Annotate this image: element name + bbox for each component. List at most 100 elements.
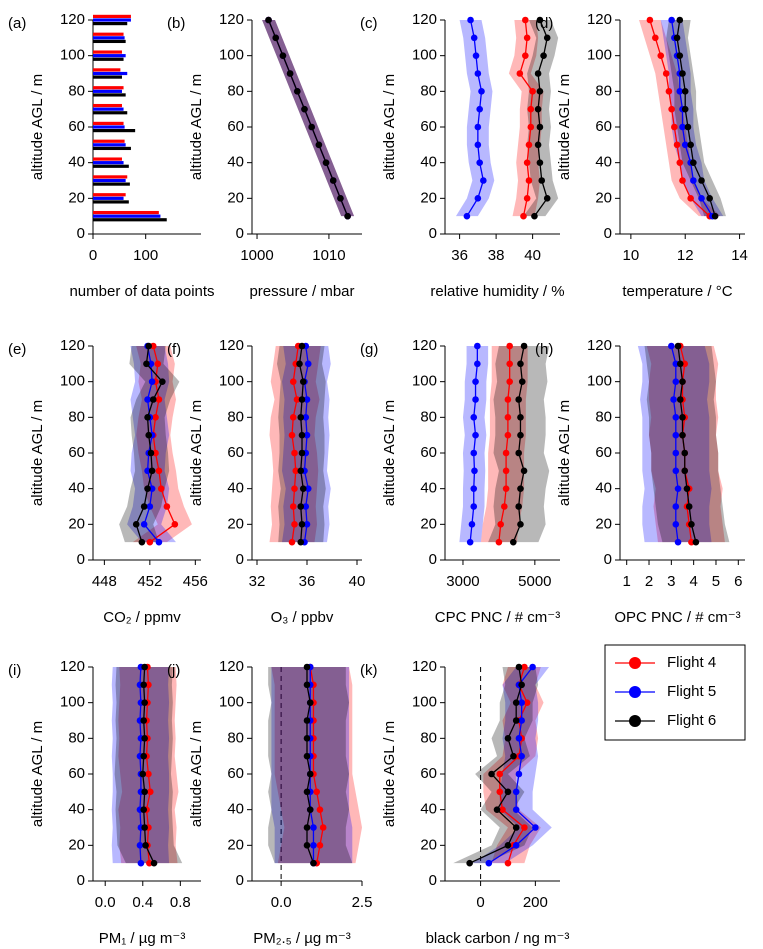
profile-point xyxy=(504,414,512,421)
profile-point xyxy=(534,70,542,77)
profile-point xyxy=(149,342,157,350)
y-tick-label: 120 xyxy=(587,337,612,354)
x-tick-label: 100 xyxy=(133,247,158,264)
profile-point xyxy=(337,195,344,202)
y-tick-label: 100 xyxy=(60,47,85,64)
profile-point xyxy=(146,503,154,510)
y-tick-label: 20 xyxy=(595,515,612,532)
y-tick-label: 0 xyxy=(604,225,612,242)
profile-line xyxy=(267,19,349,217)
profile-point xyxy=(685,503,693,510)
profile-point xyxy=(289,503,297,510)
profile-point xyxy=(303,521,311,528)
profile-point xyxy=(474,195,482,202)
panel-label: (b) xyxy=(167,15,185,32)
profile-point xyxy=(288,538,296,546)
profile-point xyxy=(515,449,522,457)
y-tick-label: 20 xyxy=(420,515,437,532)
y-tick-label: 60 xyxy=(595,118,612,135)
profile-point xyxy=(506,378,513,385)
x-tick-label: 2.5 xyxy=(352,894,373,911)
spread-band xyxy=(114,667,183,864)
y-tick-label: 80 xyxy=(595,82,612,99)
profile-point xyxy=(672,414,680,421)
y-tick-label: 0 xyxy=(77,872,85,889)
profile-point xyxy=(132,521,140,528)
profile-point xyxy=(706,195,713,202)
y-tick-label: 0 xyxy=(429,225,437,242)
profile-point xyxy=(470,485,478,492)
profile-point xyxy=(303,431,311,439)
profile-point xyxy=(690,159,697,166)
x-axis-title: PM₂.₅ / µg m⁻³ xyxy=(253,930,351,947)
x-tick-label: 3000 xyxy=(446,573,479,590)
y-tick-label: 20 xyxy=(420,189,437,206)
profile-point xyxy=(652,34,659,42)
profile-point xyxy=(157,485,165,492)
x-tick-label: 0.8 xyxy=(170,894,191,911)
panel-label: (d) xyxy=(535,15,553,32)
profile-point xyxy=(684,123,692,131)
profile-point xyxy=(298,521,306,528)
y-tick-label: 80 xyxy=(595,408,612,425)
y-tick-label: 40 xyxy=(227,801,244,818)
bar xyxy=(93,18,131,22)
profile-point xyxy=(159,378,166,385)
profile-point xyxy=(517,521,524,528)
profile-point xyxy=(144,414,151,421)
profile-point xyxy=(698,195,705,202)
profile-point xyxy=(504,735,512,742)
profile-point xyxy=(520,212,527,220)
profile-point xyxy=(303,681,311,689)
profile-point xyxy=(536,159,544,166)
y-tick-label: 20 xyxy=(227,515,244,532)
profile-point xyxy=(297,467,305,475)
bar xyxy=(93,107,124,111)
profile-point xyxy=(670,396,677,403)
profile-point xyxy=(534,105,542,113)
y-tick-label: 0 xyxy=(429,872,437,889)
spread-band xyxy=(660,20,724,217)
y-axis-title: altitude AGL / m xyxy=(29,721,46,827)
y-tick-label: 0 xyxy=(77,225,85,242)
y-tick-label: 80 xyxy=(68,729,85,746)
profile-point xyxy=(504,859,512,867)
spread-band xyxy=(127,346,176,543)
profile-point xyxy=(297,538,305,546)
spread-band xyxy=(637,346,712,543)
bar xyxy=(93,54,126,58)
profile-point xyxy=(516,70,524,77)
x-tick-label: 36 xyxy=(451,247,468,264)
profile-point xyxy=(306,806,314,813)
profile-point xyxy=(504,431,512,439)
profile-point xyxy=(141,735,148,742)
profile-point xyxy=(150,859,158,867)
y-tick-label: 40 xyxy=(595,154,612,171)
profile-point xyxy=(521,824,528,831)
profile-point xyxy=(472,378,479,385)
profile-point xyxy=(679,414,686,421)
profile-point xyxy=(512,699,520,706)
y-tick-label: 40 xyxy=(227,480,244,497)
profile-point xyxy=(474,360,481,368)
profile-point xyxy=(141,788,148,796)
profile-point xyxy=(679,123,686,131)
profile-point xyxy=(147,449,155,457)
panel-label: (i) xyxy=(8,662,21,679)
y-tick-label: 80 xyxy=(420,82,437,99)
bar xyxy=(93,157,122,161)
profile-point xyxy=(515,503,522,510)
profile-point xyxy=(518,378,526,385)
profile-point xyxy=(316,842,324,849)
x-axis-title: OPC PNC / # cm⁻³ xyxy=(614,609,740,626)
y-axis-title: altitude AGL / m xyxy=(556,400,573,506)
profile-point xyxy=(534,141,542,149)
profile-point xyxy=(673,34,681,42)
profile-point xyxy=(476,105,483,113)
profile-point xyxy=(138,538,146,546)
y-tick-label: 100 xyxy=(60,694,85,711)
x-tick-label: 4 xyxy=(689,573,697,590)
profile-point xyxy=(303,663,311,671)
panel-label: (h) xyxy=(535,341,553,358)
profile-point xyxy=(142,842,149,849)
